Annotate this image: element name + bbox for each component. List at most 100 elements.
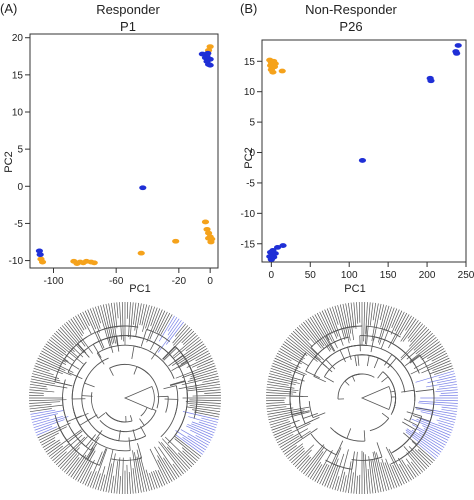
panel-b-point-blue (453, 50, 461, 56)
panel-a-leaf (167, 317, 178, 332)
panel-b-leaf (421, 360, 451, 374)
panel-a-x-tick-label: -60 (109, 276, 124, 287)
panel-a-leaf (190, 429, 212, 441)
panel-b-clade-arc (369, 418, 390, 432)
panel-b-leaf (439, 417, 455, 423)
panel-a-leaf (70, 318, 83, 337)
panel-a-leaf (92, 448, 108, 489)
panel-b-clade-edge (313, 376, 327, 383)
panel-a-leaf (142, 305, 150, 332)
panel-a-leaf (187, 386, 221, 392)
panel-b-leaf (345, 461, 352, 493)
panel-a-leaf (38, 355, 74, 373)
panel-a-clade-edge (84, 382, 95, 388)
panel-a-clade-edge (67, 430, 83, 443)
panel-a-clade-edge (85, 434, 96, 447)
panel-a-point-blue (139, 185, 147, 191)
panel-a-leaf (154, 446, 175, 481)
panel-a-leaf (196, 389, 221, 393)
panel-a-leaf (139, 303, 145, 326)
panel-b-leaf (274, 357, 299, 370)
panel-b-leaf (385, 458, 398, 488)
panel-b-leaf (405, 429, 440, 455)
panel-a-leaf (95, 306, 102, 324)
panel-a-leaf (150, 312, 171, 351)
panel-a-leaf (45, 441, 61, 453)
panel-a-leaf (63, 323, 80, 343)
panel-b-leaf (370, 460, 377, 494)
panel-b-leaf (285, 339, 308, 356)
panel-b-leaf (276, 352, 292, 362)
panel-a-leaf (89, 471, 97, 488)
panel-a-leaf (113, 302, 118, 329)
panel-a-clade-edge (140, 329, 147, 347)
panel-a-leaf (128, 472, 131, 494)
panel-a-leaf (97, 466, 106, 491)
panel-a-leaf (110, 302, 118, 346)
panel-a-clade-edge (171, 361, 188, 372)
panel-a-leaf (113, 461, 119, 494)
panel-a-y-tick-label: -10 (9, 256, 24, 267)
panel-a-point-orange (203, 226, 211, 232)
panel-a-root (123, 385, 155, 411)
panel-a-leaf (55, 330, 84, 358)
panel-b-leaf (275, 423, 311, 441)
panel-a-clade-arc (56, 419, 100, 466)
panel-b-leaf (427, 348, 445, 359)
panel-b-clade-edge (370, 336, 375, 353)
panel-b-clade-edge (377, 371, 384, 379)
panel-b-leaf (409, 341, 440, 364)
panel-a-clade-edge (67, 415, 82, 423)
panel-a-leaf (29, 404, 63, 410)
panel-a-leaf (29, 389, 55, 393)
panel-b-clade-edge (344, 380, 350, 386)
panel-a-leaf (178, 381, 220, 390)
panel-a-leaf (30, 381, 68, 389)
panel-a-leaf (187, 383, 221, 390)
panel-a-leaf (121, 302, 124, 342)
panel-a-leaf (172, 325, 189, 344)
panel-b-clade-arc (325, 344, 367, 360)
panel-a-leaf (176, 345, 206, 366)
panel-b-leaf (266, 392, 294, 395)
panel-b-point-orange (271, 61, 279, 67)
panel-a-point-blue (206, 62, 214, 68)
panel-a-leaf (149, 309, 163, 340)
panel-a-leaf (157, 459, 171, 484)
panel-a-leaf (190, 368, 217, 378)
panel-a-leaf (157, 455, 173, 482)
panel-a-leaf (47, 341, 75, 362)
panel-a-title: Responder (96, 2, 160, 17)
panel-a-leaf (92, 307, 101, 329)
panel-b-leaf (405, 458, 419, 476)
panel-a-leaf (180, 429, 209, 446)
panel-a-leaf (29, 383, 47, 388)
panel-b-leaf (418, 432, 445, 448)
panel-a-leaf (61, 325, 87, 354)
panel-a-leaf (75, 315, 85, 331)
panel-a-leaf (66, 321, 86, 347)
panel-a-x-tick-label: -100 (43, 276, 63, 287)
panel-b-plot-frame (261, 39, 467, 263)
panel-b-leaf (266, 383, 295, 389)
panel-a-leaf (146, 308, 161, 343)
panel-a-leaf (156, 311, 168, 333)
panel-a-leaf (174, 438, 200, 460)
panel-a-leaf (41, 350, 67, 365)
panel-a-leaf (36, 426, 58, 436)
panel-b-point-orange (278, 68, 286, 74)
panel-a-clade-arc (73, 411, 95, 442)
panel-a-leaf (158, 446, 180, 478)
panel-a-leaf (116, 457, 121, 494)
panel-b-clade-edge (363, 430, 366, 442)
panel-b-leaf (411, 451, 428, 469)
panel-b-leaf (380, 462, 390, 491)
panel-a-leaf (155, 469, 163, 487)
panel-b-leaf (388, 312, 408, 349)
panel-a-y-tick-label: 10 (12, 108, 24, 119)
panel-b-leaf (273, 425, 297, 436)
panel-a-leaf (146, 306, 155, 331)
panel-b-leaf (332, 453, 345, 490)
panel-a-leaf (155, 310, 166, 332)
panel-b-leaf (337, 305, 347, 339)
